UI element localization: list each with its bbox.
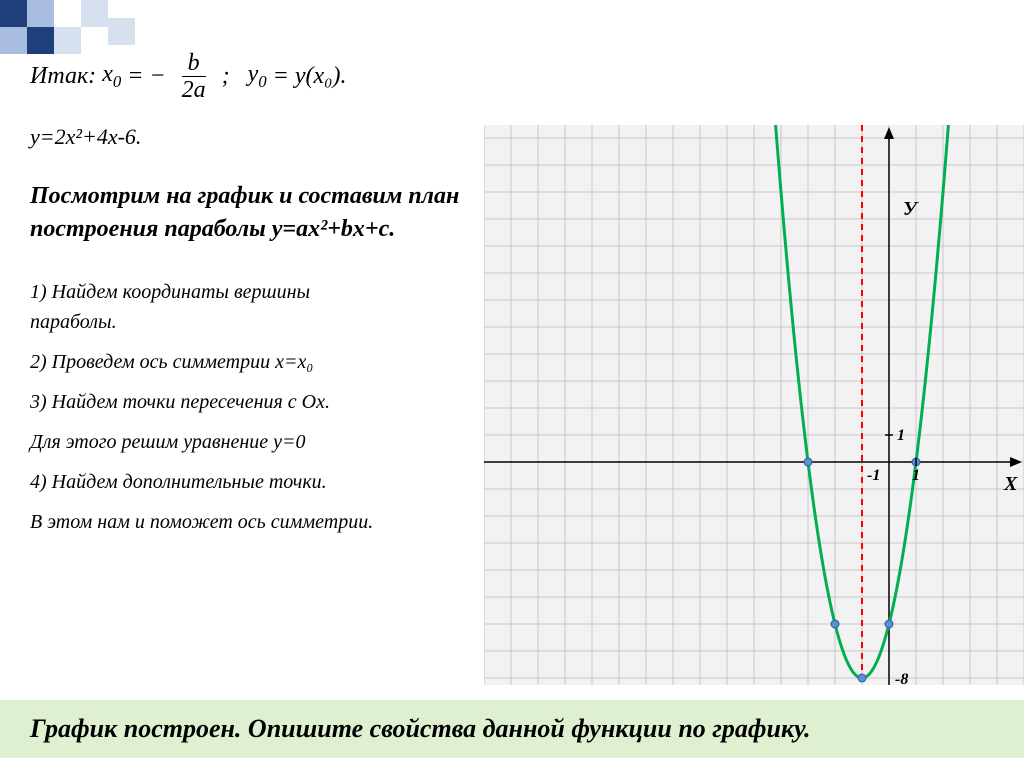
svg-text:1: 1: [912, 467, 920, 484]
step-4: 4) Найдем дополнительные точки.: [30, 467, 490, 497]
svg-text:1: 1: [897, 427, 905, 444]
svg-text:-8: -8: [895, 671, 908, 685]
fraction: b 2a: [176, 50, 212, 104]
step-3: 3) Найдем точки пересечения с Ох.: [30, 387, 490, 417]
step-4-sub: В этом нам и поможет ось симметрии.: [30, 507, 490, 537]
step-3-sub: Для этого решим уравнение у=0: [30, 427, 490, 457]
svg-text:Х: Х: [1003, 473, 1018, 495]
svg-text:У: У: [903, 198, 919, 220]
conclusion-banner: График построен. Опишите свойства данной…: [0, 700, 1024, 758]
text-content: Итак: x0 = − b 2a ; у0 = у(x₀). у=2х²+4х…: [30, 50, 490, 547]
svg-text:-1: -1: [867, 467, 880, 484]
corner-decoration: [0, 0, 170, 70]
step-2: 2) Проведем ось симметрии х=х₀: [30, 347, 490, 377]
plan-intro: Посмотрим на график и составим план пост…: [30, 180, 490, 247]
equation: у=2х²+4х-6.: [30, 124, 490, 150]
parabola-chart: 1 1 -1 -8 У Х: [484, 125, 1024, 685]
step-1: 1) Найдем координаты вершины параболы.: [30, 277, 490, 337]
